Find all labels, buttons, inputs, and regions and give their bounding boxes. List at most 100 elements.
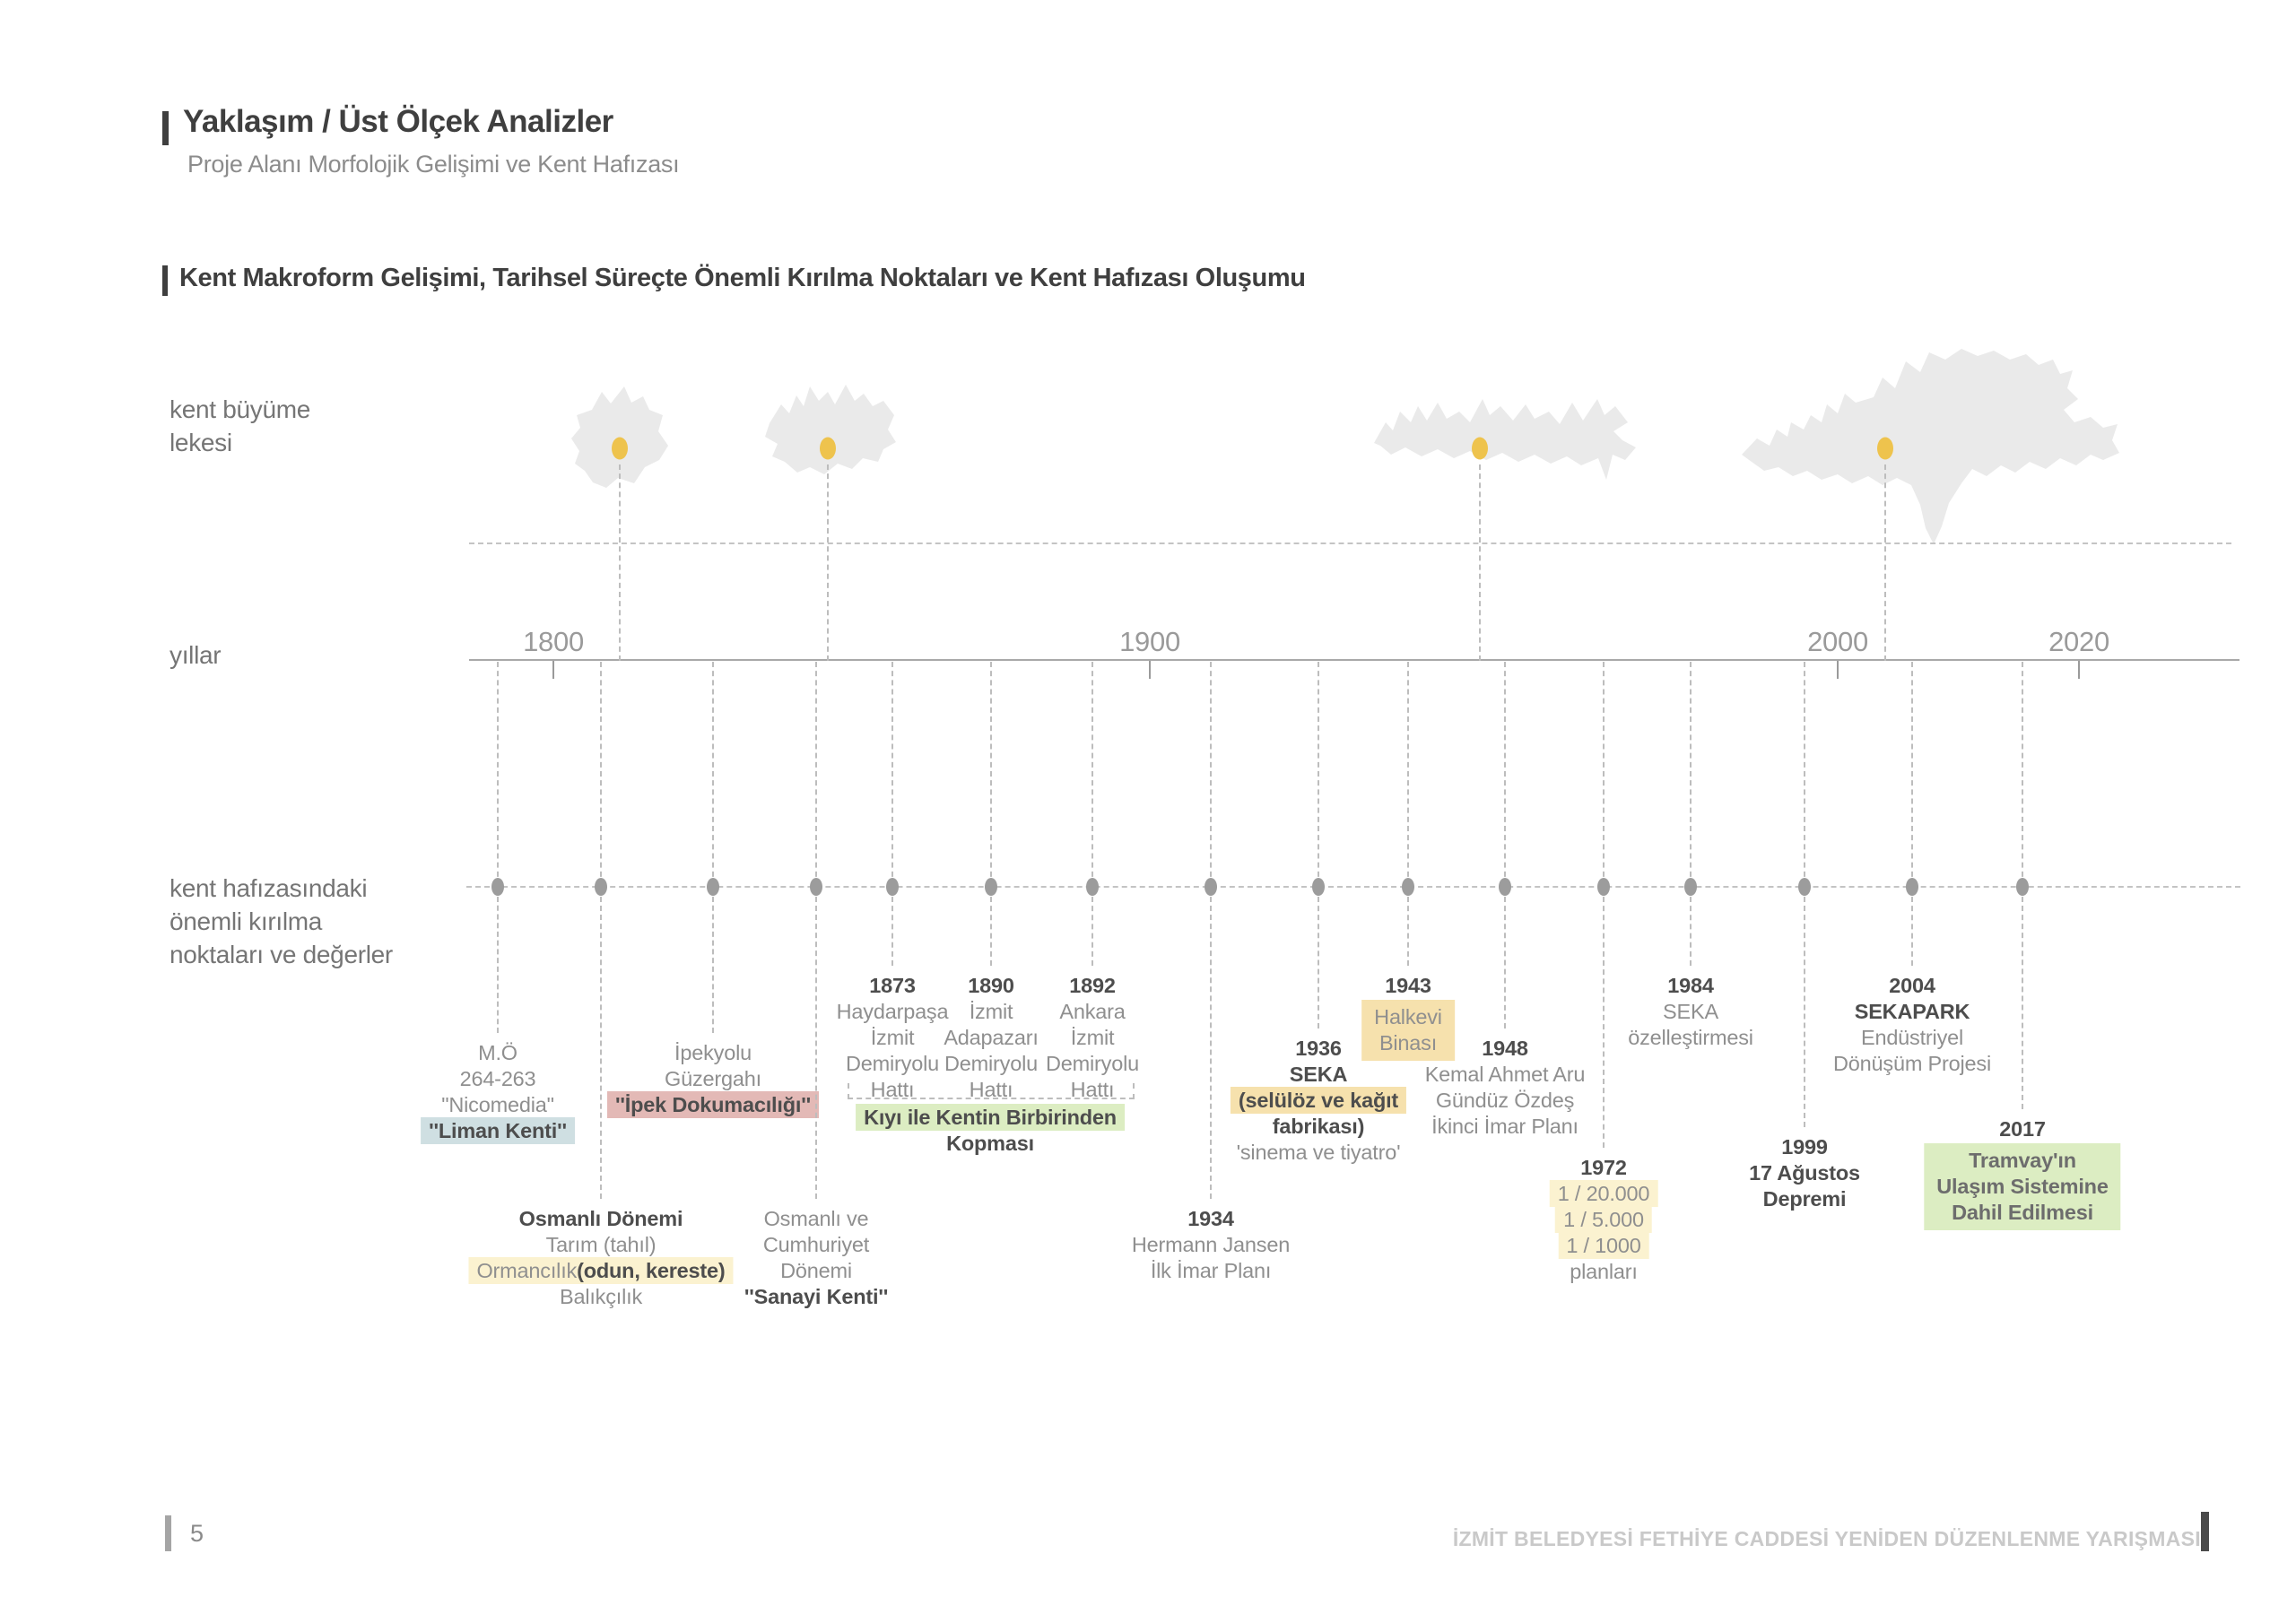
milestone-dot <box>2016 878 2029 896</box>
event-text-line: fabrikası) <box>1272 1115 1365 1138</box>
event-text-line: 1934 <box>1187 1207 1234 1230</box>
event-guide-line <box>600 662 602 886</box>
event-text-line: İzmit <box>1070 1026 1115 1049</box>
event-text-line: 1972 <box>1580 1156 1627 1179</box>
event-guide-line <box>1504 662 1506 886</box>
event-text-line: Hattı <box>1070 1078 1115 1101</box>
axis-year-tick <box>2078 661 2080 679</box>
blob-stem-line <box>1884 464 1886 661</box>
event-text-line: Demiryolu <box>846 1052 939 1075</box>
milestone-dot <box>1499 878 1511 896</box>
milestone-dot <box>1205 878 1217 896</box>
page-title: Yaklaşım / Üst Ölçek Analizler <box>183 104 613 139</box>
city-blob-mid-1900s <box>1374 399 1636 480</box>
milestone-dot <box>1597 878 1610 896</box>
milestone-dot <box>810 878 822 896</box>
event-guide-line <box>1407 662 1409 886</box>
event-1984-seka-ozellestirme: 1984 SEKA özelleştirmesi <box>1628 973 1753 1051</box>
page-number: 5 <box>190 1520 204 1547</box>
event-guide-line <box>1804 662 1805 886</box>
event-kiyi-ile-kentin-kopmasi: Kıyı ile Kentin Birbirinden Kopması <box>856 1104 1125 1157</box>
footer-accent-bar-right <box>2201 1512 2209 1551</box>
event-text-line: SEKAPARK <box>1854 1000 1970 1023</box>
project-site-dot <box>1877 437 1893 460</box>
event-guide-line <box>990 897 992 966</box>
axis-year-label: 2020 <box>2048 626 2109 657</box>
event-osmanli-cumhuriyet: Osmanlı ve Cumhuriyet Dönemi ''Sanayi Kenti… <box>744 1206 888 1310</box>
event-1890-izmit-adapazari: 1890 İzmit Adapazarı Demiryolu Hattı <box>944 973 1039 1103</box>
event-text-line: 1873 <box>869 974 916 997</box>
milestone-dot <box>1906 878 1918 896</box>
event-text-line: Dönüşüm Projesi <box>1833 1052 1991 1075</box>
event-1948-ikinci-imar-plani: 1948 Kemal Ahmet Aru Gündüz Özdeş İkinci İm… <box>1425 1036 1586 1140</box>
event-highlight-box: Tramvay'ın Ulaşım Sistemine Dahil Edilmesi <box>1924 1143 2121 1230</box>
milestone-dot <box>1086 878 1099 896</box>
event-text-line: "Nicomedia" <box>441 1093 554 1116</box>
event-text-line: 'sinema ve tiyatro' <box>1236 1141 1401 1164</box>
event-text-line: Balıkçılık <box>559 1285 643 1308</box>
event-guide-line <box>712 662 714 886</box>
project-site-dot <box>1472 437 1488 460</box>
event-guide-line <box>1210 897 1212 1199</box>
event-1972-planlari: 1972 1 / 20.000 1 / 5.000 1 / 1000 planları <box>1549 1155 1658 1285</box>
axis-year-label: 1800 <box>523 626 584 657</box>
milestone-dot <box>985 878 997 896</box>
event-text-line: Osmanlı Dönemi <box>518 1207 683 1230</box>
event-text-line: M.Ö <box>478 1041 517 1064</box>
row-label-years: yıllar <box>170 641 222 669</box>
event-text-line: 264-263 <box>459 1067 536 1090</box>
event-text-line: Dönemi <box>780 1259 852 1282</box>
axis-year-tick <box>552 661 554 679</box>
event-guide-line <box>1091 897 1093 966</box>
event-guide-line <box>2022 897 2023 1109</box>
event-guide-line <box>1690 662 1692 886</box>
event-text-line: ''Liman Kenti'' <box>421 1117 575 1144</box>
milestone-dot <box>1798 878 1811 896</box>
event-guide-line <box>990 662 992 886</box>
row-label-memory: kent hafızasındaki önemli kırılma noktal… <box>170 874 393 968</box>
event-text-line: 1999 <box>1781 1135 1828 1159</box>
event-text-line: Kemal Ahmet Aru <box>1424 1063 1586 1086</box>
event-text-line: 1 / 5.000 <box>1550 1206 1658 1233</box>
timeline-axis <box>469 659 2239 661</box>
event-guide-line <box>1091 662 1093 886</box>
event-text-line: Hermann Jansen <box>1131 1233 1291 1256</box>
project-site-dot <box>612 437 628 460</box>
event-text-line: 1984 <box>1667 974 1714 997</box>
city-blob-early-1900s <box>765 385 896 474</box>
event-text-line: planları <box>1570 1260 1638 1283</box>
event-text-line: 2004 <box>1889 974 1935 997</box>
milestone-dot <box>1684 878 1697 896</box>
event-guide-line <box>1504 897 1506 1028</box>
event-guide-line <box>891 897 893 966</box>
event-text-line: Güzergahı <box>665 1067 761 1090</box>
event-text-line: Ormancılık(odun, kereste) <box>468 1257 734 1284</box>
event-guide-line <box>1911 897 1913 966</box>
event-1943-halkevi: 1943 Halkevi Binası <box>1361 973 1455 1061</box>
event-highlight-box: Halkevi Binası <box>1361 1000 1455 1061</box>
event-guide-line <box>497 897 499 1033</box>
event-text-line: Endüstriyel <box>1860 1026 1964 1049</box>
event-text-line: Kıyı ile Kentin Birbirinden <box>856 1104 1125 1131</box>
milestone-dot <box>491 878 504 896</box>
footer-competition-title: İZMİT BELEDYESİ FETHİYE CADDESİ YENİDEN … <box>1452 1527 2201 1550</box>
event-guide-line <box>600 897 602 1199</box>
event-text-line: Gündüz Özdeş <box>1435 1089 1575 1112</box>
railway-group-bracket <box>848 1083 1135 1099</box>
event-text-line: özelleştirmesi <box>1628 1026 1753 1049</box>
event-guide-line <box>815 662 817 886</box>
event-text-line: 1943 <box>1385 974 1431 997</box>
event-2017-tramvay: 2017 Tramvay'ın Ulaşım Sistemine Dahil Edil… <box>1924 1116 2121 1230</box>
event-text-line: İzmit <box>870 1026 915 1049</box>
event-text-line: ''İpek Dokumacılığı'' <box>607 1091 819 1118</box>
milestone-dot <box>707 878 719 896</box>
event-1873-haydarpasa-izmit: 1873 Haydarpaşa İzmit Demiryolu Hattı <box>837 973 949 1103</box>
event-text-line: Haydarpaşa <box>836 1000 949 1023</box>
event-text-line: Adapazarı <box>944 1026 1039 1049</box>
event-guide-line <box>712 897 714 1033</box>
blob-stem-line <box>827 464 829 661</box>
event-text-line: Demiryolu <box>944 1052 1038 1075</box>
milestone-dot <box>1402 878 1414 896</box>
event-ipekyolu: İpekyolu Güzergahı ''İpek Dokumacılığı'' <box>607 1040 819 1118</box>
